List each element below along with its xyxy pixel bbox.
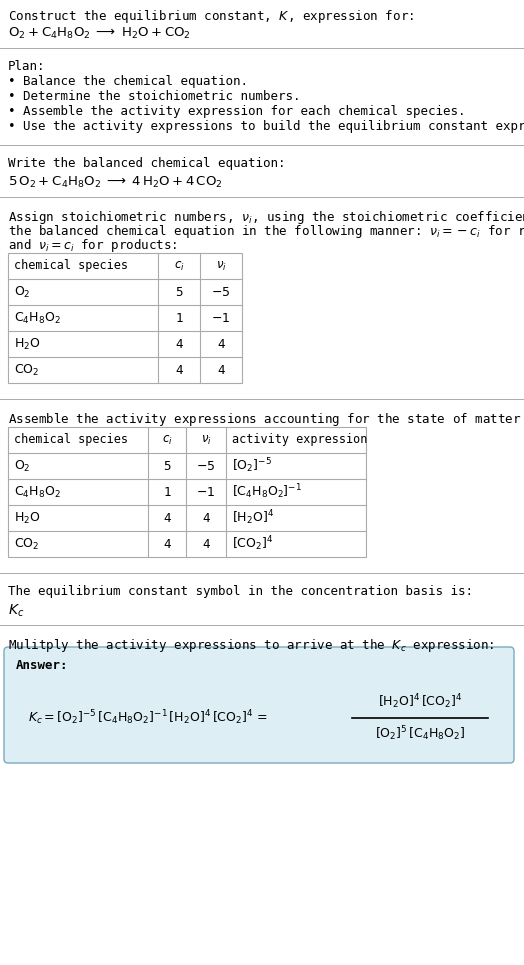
Text: 1: 1 [175, 312, 183, 324]
Text: $\mathrm{O_2 + C_4H_8O_2 \;\longrightarrow\; H_2O + CO_2}$: $\mathrm{O_2 + C_4H_8O_2 \;\longrightarr… [8, 26, 191, 41]
Text: Write the balanced chemical equation:: Write the balanced chemical equation: [8, 157, 286, 170]
FancyBboxPatch shape [4, 647, 514, 763]
Text: 5: 5 [175, 286, 183, 298]
Text: 4: 4 [163, 538, 171, 550]
Text: $-1$: $-1$ [211, 312, 231, 324]
Text: $-1$: $-1$ [196, 485, 215, 499]
Text: $c_i$: $c_i$ [161, 433, 172, 447]
Text: • Balance the chemical equation.: • Balance the chemical equation. [8, 75, 248, 88]
Text: 4: 4 [163, 511, 171, 525]
Text: activity expression: activity expression [232, 433, 367, 447]
Bar [8, 253, 242, 383]
Text: Plan:: Plan: [8, 60, 46, 73]
Text: $\mathrm{O_2}$: $\mathrm{O_2}$ [14, 285, 30, 299]
Text: • Assemble the activity expression for each chemical species.: • Assemble the activity expression for e… [8, 105, 465, 118]
Text: $[\mathrm{C_4H_8O_2}]^{-1}$: $[\mathrm{C_4H_8O_2}]^{-1}$ [232, 482, 302, 502]
Text: $[\mathrm{H_2O}]^{4}$: $[\mathrm{H_2O}]^{4}$ [232, 509, 274, 527]
Text: 5: 5 [163, 459, 171, 473]
Text: 1: 1 [163, 485, 171, 499]
Text: Mulitply the activity expressions to arrive at the $K_c$ expression:: Mulitply the activity expressions to arr… [8, 637, 495, 654]
Text: • Use the activity expressions to build the equilibrium constant expression.: • Use the activity expressions to build … [8, 120, 524, 133]
Text: 4: 4 [202, 538, 210, 550]
Text: 4: 4 [202, 511, 210, 525]
Text: $-5$: $-5$ [196, 459, 216, 473]
Text: $[\mathrm{O_2}]^5\,[\mathrm{C_4H_8O_2}]$: $[\mathrm{O_2}]^5\,[\mathrm{C_4H_8O_2}]$ [375, 725, 465, 743]
Text: chemical species: chemical species [14, 260, 128, 272]
Text: $\mathrm{CO_2}$: $\mathrm{CO_2}$ [14, 363, 39, 377]
Text: The equilibrium constant symbol in the concentration basis is:: The equilibrium constant symbol in the c… [8, 585, 473, 598]
Text: 4: 4 [175, 338, 183, 350]
Text: $c_i$: $c_i$ [173, 260, 184, 272]
Text: $[\mathrm{CO_2}]^{4}$: $[\mathrm{CO_2}]^{4}$ [232, 535, 274, 553]
Text: Answer:: Answer: [16, 659, 69, 672]
Text: $\nu_i$: $\nu_i$ [201, 433, 211, 447]
Text: $-5$: $-5$ [211, 286, 231, 298]
Text: Assign stoichiometric numbers, $\nu_i$, using the stoichiometric coefficients, $: Assign stoichiometric numbers, $\nu_i$, … [8, 209, 524, 226]
Text: the balanced chemical equation in the following manner: $\nu_i = -c_i$ for react: the balanced chemical equation in the fo… [8, 223, 524, 240]
Text: 4: 4 [217, 364, 225, 376]
Text: chemical species: chemical species [14, 433, 128, 447]
Text: Construct the equilibrium constant, $K$, expression for:: Construct the equilibrium constant, $K$,… [8, 8, 414, 25]
Text: $K_c$: $K_c$ [8, 603, 24, 620]
Text: and $\nu_i = c_i$ for products:: and $\nu_i = c_i$ for products: [8, 237, 177, 254]
Text: $\mathrm{H_2O}$: $\mathrm{H_2O}$ [14, 337, 40, 351]
Text: $\mathrm{CO_2}$: $\mathrm{CO_2}$ [14, 537, 39, 552]
Text: $[\mathrm{H_2O}]^4\,[\mathrm{CO_2}]^4$: $[\mathrm{H_2O}]^4\,[\mathrm{CO_2}]^4$ [378, 693, 462, 711]
Bar [8, 427, 366, 557]
Text: $\mathrm{C_4H_8O_2}$: $\mathrm{C_4H_8O_2}$ [14, 311, 61, 325]
Text: $\mathrm{H_2O}$: $\mathrm{H_2O}$ [14, 510, 40, 526]
Text: 4: 4 [217, 338, 225, 350]
Text: $\mathrm{O_2}$: $\mathrm{O_2}$ [14, 458, 30, 474]
Text: • Determine the stoichiometric numbers.: • Determine the stoichiometric numbers. [8, 90, 300, 103]
Text: $\nu_i$: $\nu_i$ [215, 260, 226, 272]
Text: $[\mathrm{O_2}]^{-5}$: $[\mathrm{O_2}]^{-5}$ [232, 456, 272, 476]
Text: $K_c = [\mathrm{O_2}]^{-5}\,[\mathrm{C_4H_8O_2}]^{-1}\,[\mathrm{H_2O}]^{4}\,[\ma: $K_c = [\mathrm{O_2}]^{-5}\,[\mathrm{C_4… [28, 708, 268, 728]
Text: Assemble the activity expressions accounting for the state of matter and $\nu_i$: Assemble the activity expressions accoun… [8, 411, 524, 428]
Text: $\mathrm{C_4H_8O_2}$: $\mathrm{C_4H_8O_2}$ [14, 484, 61, 500]
Text: $\mathrm{5\,O_2 + C_4H_8O_2 \;\longrightarrow\; 4\,H_2O + 4\,CO_2}$: $\mathrm{5\,O_2 + C_4H_8O_2 \;\longright… [8, 175, 223, 190]
Text: 4: 4 [175, 364, 183, 376]
